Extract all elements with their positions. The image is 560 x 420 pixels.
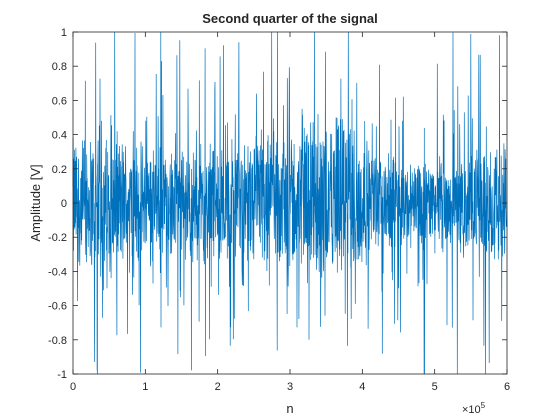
y-axis-label: Amplitude [V] [28,164,43,241]
x-tick-label: 2 [215,381,221,393]
x-tick-label: 4 [359,381,365,393]
ticks-layer: 0 1 2 3 4 5 6 1 0.8 0.6 0.4 0.2 0 -0.2 -0.4 -0.6 -0.8 -1 [48,27,510,393]
series-layer [72,31,508,375]
chart-title: Second quarter of the signal [202,11,378,26]
y-tick-label: -0.4 [48,266,67,278]
x-tick-label: 0 [70,381,76,393]
x-tick-label: 3 [287,381,293,393]
y-tick-label: -0.6 [48,301,67,313]
y-tick-label: 0.8 [52,61,67,73]
x-tick-label: 6 [504,381,510,393]
y-tick-label: 0 [61,198,67,210]
x-axis-exponent: ×105 [462,401,486,416]
signal-series-line [72,31,508,375]
y-tick-label: -0.8 [48,335,67,347]
y-tick-label: -0.2 [48,232,67,244]
y-tick-label: 0.2 [52,164,67,176]
y-tick-label: 0.4 [52,130,67,142]
x-tick-label: 1 [142,381,148,393]
x-axis-label: n [286,401,293,416]
y-tick-label: 1 [61,27,67,39]
y-tick-label: 0.6 [52,95,67,107]
x-tick-label: 5 [432,381,438,393]
x-axis-exponent-base: ×10 [462,404,481,416]
x-axis-exponent-power: 5 [481,401,486,410]
y-tick-label: -1 [57,369,67,381]
